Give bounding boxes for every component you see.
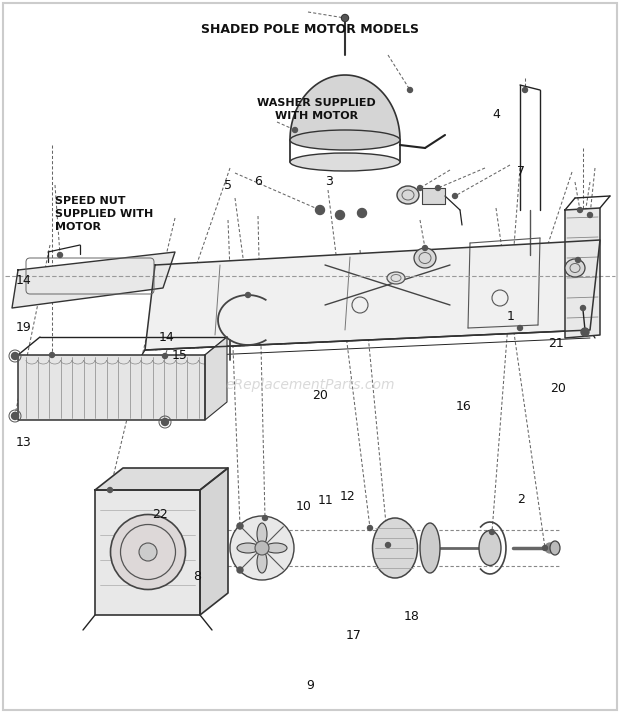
Ellipse shape	[139, 543, 157, 561]
Circle shape	[262, 515, 267, 520]
Circle shape	[422, 245, 428, 250]
Ellipse shape	[265, 543, 287, 553]
Text: WASHER SUPPLIED
WITH MOTOR: WASHER SUPPLIED WITH MOTOR	[257, 98, 376, 121]
Circle shape	[417, 185, 422, 190]
Circle shape	[246, 292, 250, 297]
Polygon shape	[145, 240, 600, 350]
Ellipse shape	[373, 518, 417, 578]
Polygon shape	[18, 355, 205, 420]
Text: 1: 1	[507, 310, 515, 323]
Polygon shape	[200, 468, 228, 615]
Circle shape	[577, 207, 583, 212]
Circle shape	[317, 207, 322, 212]
Circle shape	[588, 212, 593, 217]
Text: 14: 14	[158, 332, 174, 344]
Circle shape	[12, 352, 19, 359]
Text: 8: 8	[193, 570, 201, 583]
Text: 17: 17	[345, 630, 361, 642]
Ellipse shape	[387, 272, 405, 284]
Text: 9: 9	[306, 679, 314, 692]
Text: 10: 10	[296, 500, 312, 513]
Ellipse shape	[414, 248, 436, 268]
Text: 21: 21	[547, 337, 564, 350]
Circle shape	[368, 525, 373, 530]
Ellipse shape	[479, 530, 501, 565]
Text: 14: 14	[16, 275, 32, 287]
Text: 20: 20	[550, 382, 566, 395]
Circle shape	[575, 257, 580, 262]
Text: 16: 16	[456, 400, 472, 413]
Circle shape	[230, 516, 294, 580]
Circle shape	[490, 530, 495, 535]
Circle shape	[523, 88, 528, 93]
Polygon shape	[422, 188, 445, 204]
Text: SHADED POLE MOTOR MODELS: SHADED POLE MOTOR MODELS	[201, 23, 419, 36]
Circle shape	[255, 541, 269, 555]
Circle shape	[50, 352, 55, 357]
Text: 7: 7	[517, 165, 525, 178]
Circle shape	[335, 210, 345, 220]
Ellipse shape	[565, 259, 585, 277]
Circle shape	[453, 193, 458, 198]
Circle shape	[407, 88, 412, 93]
Polygon shape	[95, 490, 200, 615]
Text: 4: 4	[492, 108, 500, 120]
Text: 3: 3	[325, 175, 332, 188]
Circle shape	[581, 328, 589, 336]
Text: 12: 12	[339, 490, 355, 503]
Circle shape	[12, 413, 19, 419]
Ellipse shape	[550, 541, 560, 555]
Circle shape	[58, 252, 63, 257]
Circle shape	[316, 205, 324, 215]
Circle shape	[161, 419, 169, 426]
Circle shape	[386, 543, 391, 548]
Text: 18: 18	[404, 610, 420, 622]
Circle shape	[12, 413, 17, 418]
Text: SPEED NUT
SUPPLIED WITH
MOTOR: SPEED NUT SUPPLIED WITH MOTOR	[55, 196, 153, 232]
Text: 11: 11	[317, 494, 334, 507]
Ellipse shape	[397, 186, 419, 204]
Circle shape	[162, 354, 167, 359]
Circle shape	[293, 128, 298, 133]
Ellipse shape	[257, 523, 267, 545]
Circle shape	[342, 14, 348, 21]
Text: 13: 13	[16, 436, 32, 448]
Circle shape	[237, 523, 243, 529]
Circle shape	[580, 305, 585, 310]
Polygon shape	[95, 468, 228, 490]
Circle shape	[435, 185, 440, 190]
Polygon shape	[205, 337, 227, 420]
Circle shape	[358, 208, 366, 217]
Polygon shape	[290, 75, 400, 140]
Circle shape	[342, 16, 347, 21]
Ellipse shape	[257, 551, 267, 573]
Text: 19: 19	[16, 322, 32, 334]
Circle shape	[542, 545, 547, 550]
Polygon shape	[12, 252, 175, 308]
Text: 15: 15	[172, 349, 188, 361]
Text: eReplacementParts.com: eReplacementParts.com	[225, 378, 395, 392]
Text: 22: 22	[152, 508, 168, 521]
Ellipse shape	[237, 543, 259, 553]
Polygon shape	[565, 208, 600, 338]
Ellipse shape	[290, 130, 400, 150]
Ellipse shape	[290, 153, 400, 171]
Ellipse shape	[110, 515, 185, 590]
Text: 20: 20	[312, 389, 328, 402]
Circle shape	[237, 567, 243, 573]
Circle shape	[107, 488, 112, 493]
Circle shape	[518, 326, 523, 331]
Text: 6: 6	[254, 175, 262, 188]
Circle shape	[545, 543, 555, 553]
Ellipse shape	[420, 523, 440, 573]
Circle shape	[237, 523, 242, 528]
Text: 5: 5	[224, 179, 232, 192]
Text: 2: 2	[517, 493, 525, 506]
